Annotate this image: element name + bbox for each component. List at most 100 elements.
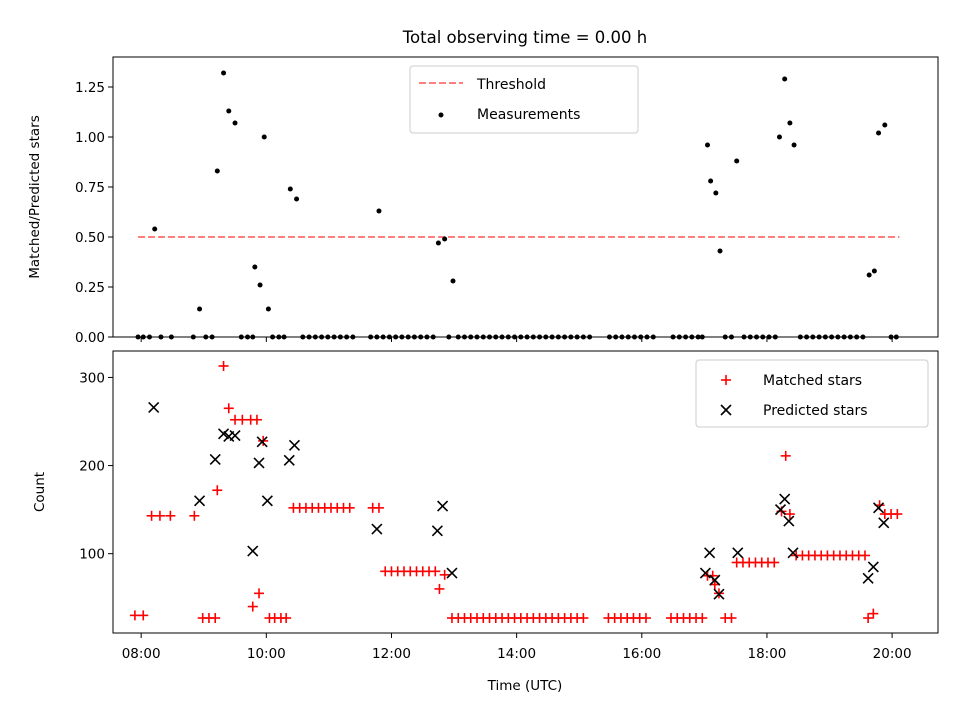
measurement-point: [787, 120, 793, 126]
matched-star-point: [154, 510, 165, 521]
top-y-axis-label: Matched/Predicted stars: [27, 115, 43, 278]
matched-star-point: [439, 569, 450, 580]
measurement-point: [294, 196, 300, 202]
matched-star-point: [430, 566, 441, 577]
bottom-x-tick-label: 10:00: [247, 646, 286, 662]
predicted-star-point: [288, 439, 301, 451]
predicted-star-point: [867, 561, 879, 573]
measurements-legend-label: Measurements: [477, 107, 580, 123]
measurement-point: [734, 158, 740, 164]
predicted-star-point: [229, 430, 241, 442]
top-plot-area: [135, 70, 900, 340]
predicted-star-point: [437, 500, 449, 512]
measurement-point: [435, 240, 441, 246]
measurements-legend-swatch: [438, 112, 444, 118]
predicted-star-point: [709, 574, 721, 586]
measurement-point: [261, 134, 267, 140]
measurement-point: [717, 248, 723, 254]
predicted-star-point: [878, 517, 890, 529]
measurement-point: [713, 190, 719, 196]
predicted-star-point: [713, 588, 725, 600]
top-axis-ticks: 0.00 0.25 0.50 0.75 1.00 1.25: [75, 80, 893, 346]
matched-star-point: [578, 613, 589, 624]
bottom-plot-area: [129, 360, 903, 624]
predicted-star-point: [774, 504, 787, 516]
measurement-point: [257, 282, 263, 288]
matched-star-point: [237, 414, 248, 425]
bottom-x-tick-label: 20:00: [873, 646, 912, 662]
bottom-y-tick-label: 300: [79, 370, 105, 386]
predicted-star-point: [431, 525, 443, 537]
matched-star-point: [863, 613, 874, 624]
matched-star-point: [640, 613, 651, 624]
predicted-star-point: [217, 428, 230, 440]
predicted-star-point: [283, 454, 295, 466]
predicted-star-point: [256, 436, 268, 448]
matched-star-point: [138, 610, 149, 621]
matched-star-point: [769, 557, 780, 568]
matched-star-point: [868, 608, 879, 619]
matched-star-point: [251, 414, 262, 425]
measurement-point: [221, 70, 227, 76]
measurement-point: [214, 168, 220, 174]
predicted-star-point: [732, 547, 744, 559]
top-y-tick-label: 1.00: [75, 130, 105, 146]
measurement-point: [232, 120, 238, 126]
measurement-point: [252, 264, 258, 270]
top-y-tick-label: 1.25: [75, 80, 105, 96]
measurement-point: [376, 208, 382, 214]
bottom-y-tick-label: 100: [79, 547, 105, 563]
matched-star-point: [697, 613, 708, 624]
matched-star-point: [281, 613, 292, 624]
bottom-panel: 100 200 300 08:00 10:00 12:00 14:00 16:00 18:00 2…: [32, 350, 939, 694]
bottom-x-tick-label: 14:00: [497, 646, 536, 662]
matched-star-point: [247, 601, 258, 612]
measurement-point: [708, 178, 714, 184]
matched-star-point: [165, 510, 176, 521]
predicted-star-point: [209, 453, 221, 465]
bottom-x-tick-label: 18:00: [747, 646, 786, 662]
predicted-star-point: [783, 515, 795, 527]
predicted-star-point: [261, 495, 273, 507]
bottom-x-tick-label: 16:00: [622, 646, 661, 662]
predicted-star-point: [704, 547, 716, 559]
predicted-star-point: [371, 523, 383, 535]
matched-star-point: [218, 360, 229, 371]
top-axes-frame: [112, 56, 939, 338]
matched-legend-swatch: [721, 375, 731, 385]
matched-star-point: [212, 485, 223, 496]
predicted-star-point: [862, 572, 874, 584]
measurement-point: [791, 142, 797, 148]
top-y-tick-label: 0.75: [75, 180, 105, 196]
x-axis-label: Time (UTC): [487, 678, 563, 694]
matched-star-point: [223, 403, 234, 414]
predicted-star-point: [872, 502, 885, 514]
bottom-axis-ticks: 100 200 300 08:00 10:00 12:00 14:00 16:00 18:00 2…: [79, 370, 911, 662]
measurement-point: [871, 268, 877, 274]
matched-star-point: [726, 613, 737, 624]
bottom-x-tick-label: 12:00: [372, 646, 411, 662]
predicted-star-point: [148, 401, 160, 413]
predicted-legend-swatch: [720, 404, 732, 416]
predicted-legend-label: Predicted stars: [763, 403, 868, 419]
matched-star-point: [129, 610, 140, 621]
measurement-point: [705, 142, 711, 148]
predicted-star-point: [253, 457, 265, 469]
predicted-star-point: [699, 567, 711, 579]
top-y-tick-label: 0.00: [75, 330, 105, 346]
top-legend-box: [409, 65, 639, 134]
predicted-star-point: [787, 547, 799, 559]
matched-star-point: [254, 588, 265, 599]
bottom-x-tick-label: 08:00: [122, 646, 161, 662]
bottom-y-axis-label: Count: [32, 472, 48, 512]
predicted-star-point: [779, 493, 791, 505]
bottom-y-tick-label: 200: [79, 459, 105, 475]
top-legend: Threshold Measurements: [409, 65, 639, 134]
measurement-point: [442, 236, 448, 242]
predicted-star-point: [247, 545, 259, 557]
bottom-legend-box: [695, 359, 929, 428]
bottom-axes-frame: [112, 350, 939, 634]
matched-star-point: [210, 613, 221, 624]
matched-star-point: [189, 510, 200, 521]
